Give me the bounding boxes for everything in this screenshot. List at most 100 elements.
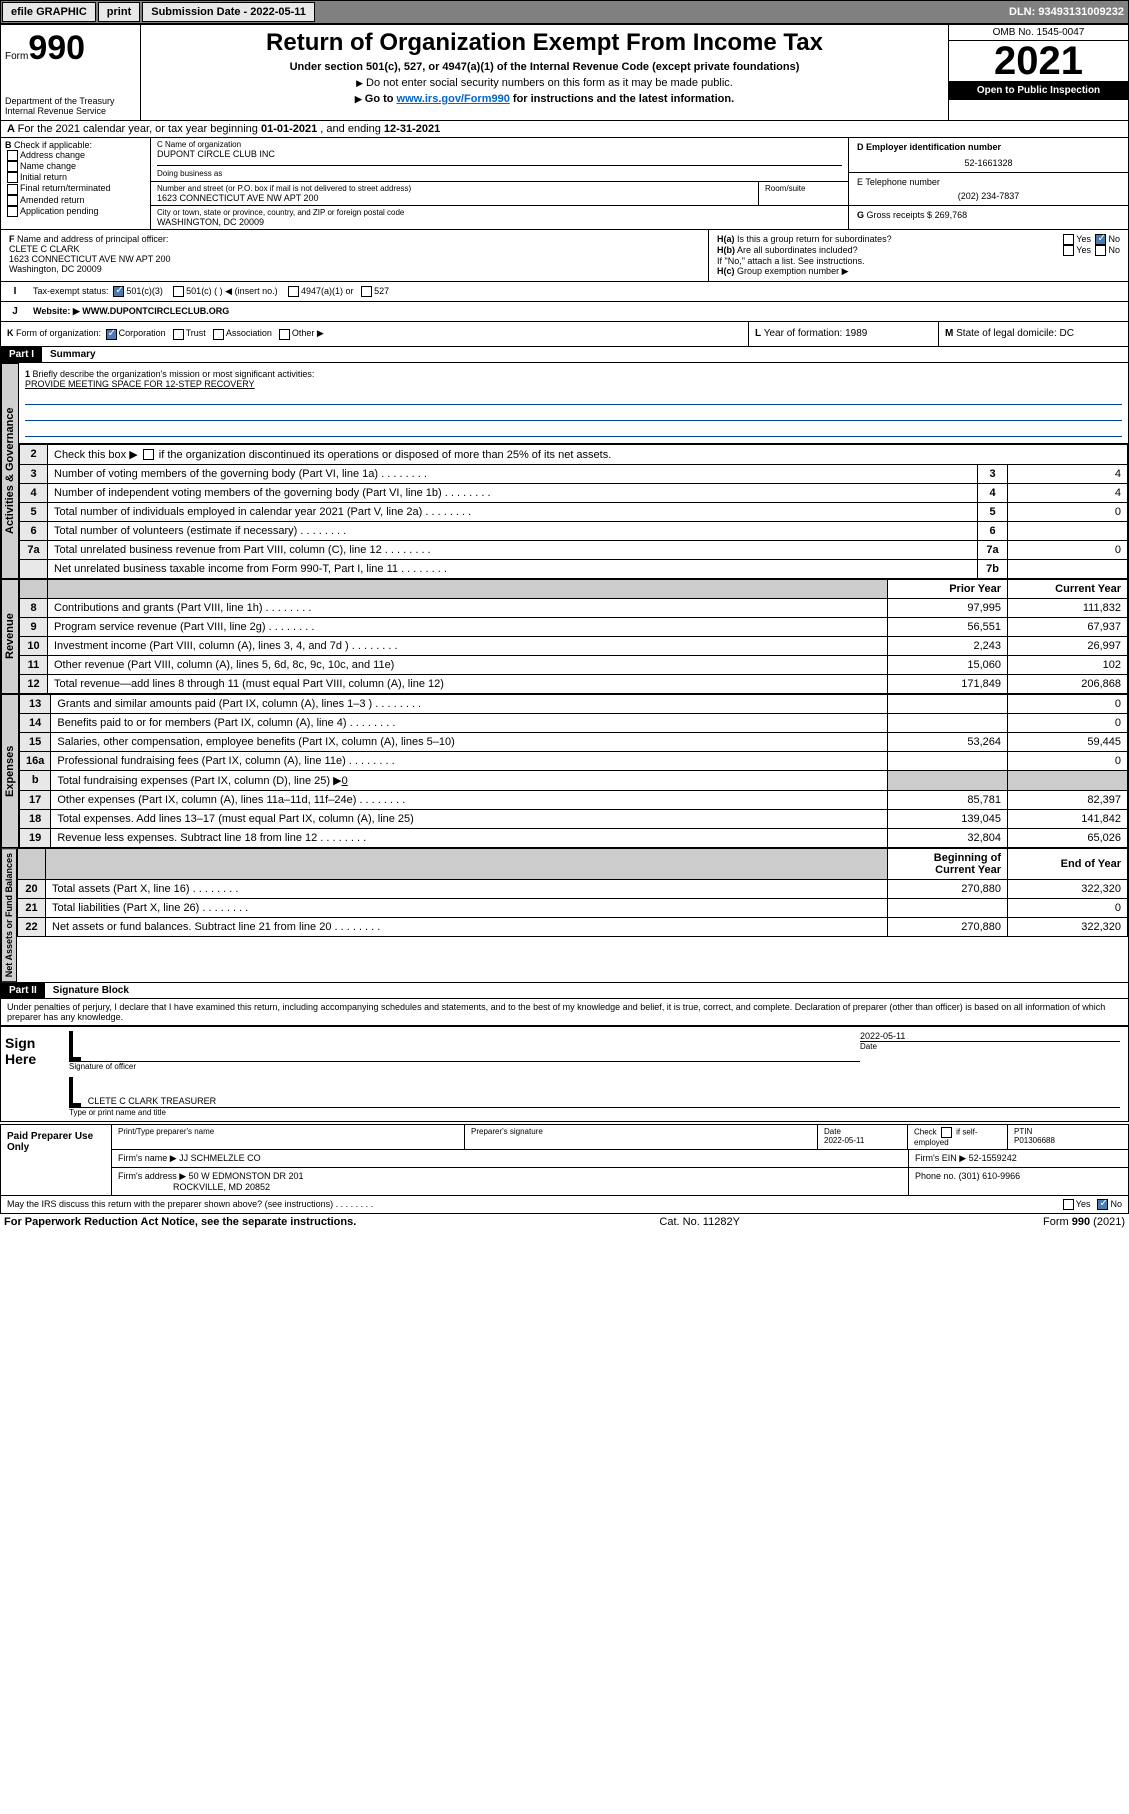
checkbox-501c3[interactable] bbox=[113, 286, 124, 297]
date-label: Date bbox=[860, 1041, 1120, 1051]
ssn-note: Do not enter social security numbers on … bbox=[149, 77, 940, 89]
checkbox-discontinued[interactable] bbox=[143, 449, 154, 460]
section-f-h: F Name and address of principal officer:… bbox=[0, 230, 1129, 282]
open-public: Open to Public Inspection bbox=[949, 81, 1128, 100]
dept-treasury: Department of the Treasury bbox=[5, 96, 136, 106]
revenue-section: Revenue Prior YearCurrent Year 8Contribu… bbox=[0, 579, 1129, 694]
checkbox-address-change[interactable] bbox=[7, 150, 18, 161]
checkbox-discuss-no[interactable] bbox=[1097, 1199, 1108, 1210]
dba-label: Doing business as bbox=[157, 169, 222, 178]
irs-text: Internal Revenue Service bbox=[5, 106, 136, 116]
sidetab-governance: Activities & Governance bbox=[1, 363, 19, 579]
checkbox-initial-return[interactable] bbox=[7, 172, 18, 183]
section-b-through-g: B Check if applicable: Address change Na… bbox=[0, 138, 1129, 230]
firm-addr1: 50 W EDMONSTON DR 201 bbox=[189, 1171, 304, 1181]
dln-text: DLN: 93493131009232 bbox=[1009, 6, 1128, 18]
governance-table: 2Check this box ▶ if the organization di… bbox=[19, 444, 1128, 579]
sidetab-expenses: Expenses bbox=[1, 694, 19, 848]
checkbox-amended[interactable] bbox=[7, 195, 18, 206]
sign-date: 2022-05-11 bbox=[860, 1031, 1120, 1041]
netassets-table: Beginning of Current YearEnd of Year 20T… bbox=[17, 848, 1128, 937]
year-formation: 1989 bbox=[845, 328, 867, 339]
col-preparer-name: Print/Type preparer's name bbox=[112, 1125, 465, 1149]
expenses-table: 13Grants and similar amounts paid (Part … bbox=[19, 694, 1128, 848]
print-button[interactable]: print bbox=[98, 2, 140, 22]
irs-link[interactable]: www.irs.gov/Form990 bbox=[397, 93, 510, 105]
form-title: Return of Organization Exempt From Incom… bbox=[149, 29, 940, 57]
col-preparer-sig: Preparer's signature bbox=[465, 1125, 818, 1149]
checkbox-hb-yes[interactable] bbox=[1063, 245, 1074, 256]
goto-note: Go to www.irs.gov/Form990 for instructio… bbox=[149, 93, 940, 105]
checkbox-final-return[interactable] bbox=[7, 184, 18, 195]
checkbox-527[interactable] bbox=[361, 286, 372, 297]
tax-year: 2021 bbox=[949, 41, 1128, 81]
street-label: Number and street (or P.O. box if mail i… bbox=[157, 184, 752, 193]
ein-value: 52-1661328 bbox=[857, 158, 1120, 168]
form-subtitle: Under section 501(c), 527, or 4947(a)(1)… bbox=[149, 61, 940, 73]
irs-discuss-row: May the IRS discuss this return with the… bbox=[0, 1196, 1129, 1214]
paid-preparer-label: Paid Preparer Use Only bbox=[1, 1125, 111, 1195]
section-k-l-m: K Form of organization: Corporation Trus… bbox=[0, 322, 1129, 346]
room-label: Room/suite bbox=[765, 184, 842, 193]
firm-ein: 52-1559242 bbox=[969, 1153, 1017, 1163]
line-a: A For the 2021 calendar year, or tax yea… bbox=[0, 121, 1129, 138]
firm-name: JJ SCHMELZLE CO bbox=[179, 1153, 261, 1163]
checkbox-corp[interactable] bbox=[106, 329, 117, 340]
sign-here-block: Sign Here Signature of officer 2022-05-1… bbox=[0, 1026, 1129, 1122]
section-i: I Tax-exempt status: 501(c)(3) 501(c) ( … bbox=[0, 282, 1129, 302]
pra-notice: For Paperwork Reduction Act Notice, see … bbox=[4, 1216, 356, 1228]
part-ii-header: Part IISignature Block bbox=[0, 983, 1129, 999]
org-name: DUPONT CIRCLE CLUB INC bbox=[157, 149, 842, 159]
part-i-body: Activities & Governance 1 Briefly descri… bbox=[0, 363, 1129, 579]
checkbox-other[interactable] bbox=[279, 329, 290, 340]
sidetab-revenue: Revenue bbox=[1, 579, 19, 694]
form-ref: Form 990 (2021) bbox=[1043, 1216, 1125, 1228]
sig-officer-label: Signature of officer bbox=[69, 1061, 860, 1071]
ein-label: D Employer identification number bbox=[857, 142, 1120, 152]
sign-here-label: Sign Here bbox=[1, 1027, 61, 1121]
checkbox-trust[interactable] bbox=[173, 329, 184, 340]
checkbox-hb-no[interactable] bbox=[1095, 245, 1106, 256]
checkbox-ha-yes[interactable] bbox=[1063, 234, 1074, 245]
efile-button[interactable]: efile GRAPHIC bbox=[2, 2, 96, 22]
preparer-date: 2022-05-11 bbox=[824, 1136, 864, 1145]
website-url: WWW.DUPONTCIRCLECLUB.ORG bbox=[82, 306, 229, 316]
checkbox-name-change[interactable] bbox=[7, 161, 18, 172]
ptin-value: P01306688 bbox=[1014, 1136, 1055, 1145]
form-word: Form bbox=[5, 51, 28, 62]
declaration-text: Under penalties of perjury, I declare th… bbox=[0, 999, 1129, 1026]
phone-value: (202) 234-7837 bbox=[857, 191, 1120, 201]
street-value: 1623 CONNECTICUT AVE NW APT 200 bbox=[157, 193, 752, 203]
sidetab-netassets: Net Assets or Fund Balances bbox=[1, 848, 17, 982]
checkbox-501c[interactable] bbox=[173, 286, 184, 297]
phone-label: E Telephone number bbox=[857, 177, 1120, 187]
netassets-section: Net Assets or Fund Balances Beginning of… bbox=[0, 848, 1129, 983]
checkbox-self-employed[interactable] bbox=[941, 1127, 952, 1138]
hb-note: If "No," attach a list. See instructions… bbox=[717, 256, 1120, 266]
revenue-table: Prior YearCurrent Year 8Contributions an… bbox=[19, 579, 1128, 694]
expenses-section: Expenses 13Grants and similar amounts pa… bbox=[0, 694, 1129, 848]
submission-date-button[interactable]: Submission Date - 2022-05-11 bbox=[142, 2, 315, 22]
mission-text: PROVIDE MEETING SPACE FOR 12-STEP RECOVE… bbox=[25, 379, 1122, 389]
gross-receipts: 269,768 bbox=[935, 210, 968, 220]
cat-no: Cat. No. 11282Y bbox=[659, 1216, 740, 1228]
form-header: Form990 Department of the Treasury Inter… bbox=[0, 24, 1129, 121]
signer-name: CLETE C CLARK TREASURER bbox=[88, 1096, 216, 1106]
checkbox-discuss-yes[interactable] bbox=[1063, 1199, 1074, 1210]
top-toolbar: efile GRAPHIC print Submission Date - 20… bbox=[0, 0, 1129, 24]
page-footer: For Paperwork Reduction Act Notice, see … bbox=[0, 1214, 1129, 1230]
c-name-label: C Name of organization bbox=[157, 140, 842, 149]
checkbox-assoc[interactable] bbox=[213, 329, 224, 340]
city-label: City or town, state or province, country… bbox=[157, 208, 842, 217]
firm-addr2: ROCKVILLE, MD 20852 bbox=[173, 1182, 270, 1192]
checkbox-4947[interactable] bbox=[288, 286, 299, 297]
checkbox-app-pending[interactable] bbox=[7, 206, 18, 217]
officer-name: CLETE C CLARK bbox=[9, 244, 700, 254]
section-j: J Website: ▶ WWW.DUPONTCIRCLECLUB.ORG bbox=[0, 302, 1129, 322]
state-domicile: DC bbox=[1060, 328, 1074, 339]
city-value: WASHINGTON, DC 20009 bbox=[157, 217, 842, 227]
checkbox-ha-no[interactable] bbox=[1095, 234, 1106, 245]
firm-phone: (301) 610-9966 bbox=[959, 1171, 1021, 1181]
form-number: 990 bbox=[28, 29, 85, 67]
officer-addr2: Washington, DC 20009 bbox=[9, 264, 700, 274]
